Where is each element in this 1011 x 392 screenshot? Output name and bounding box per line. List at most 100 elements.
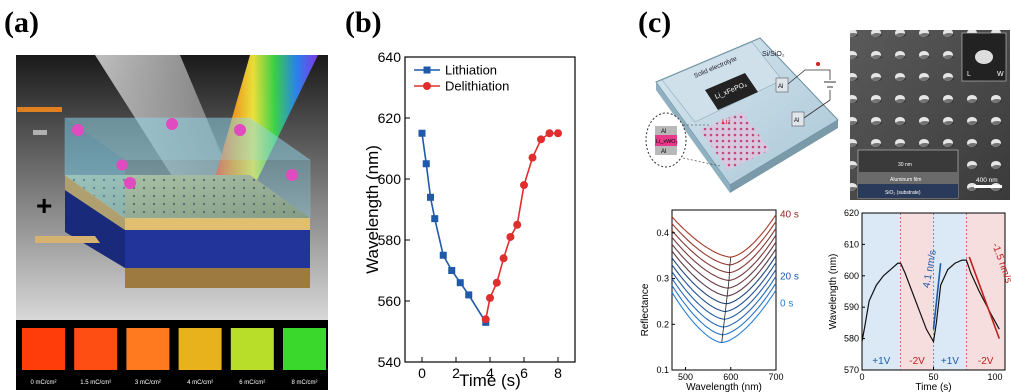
voltage-region	[862, 213, 901, 370]
swatch-strip-background	[16, 320, 328, 390]
data-point	[554, 129, 562, 138]
data-point	[492, 278, 501, 287]
y-tick-label: 600	[378, 171, 402, 187]
electrolyte-box	[64, 117, 311, 219]
data-point	[506, 232, 515, 241]
y-tick-label: 580	[844, 334, 859, 344]
y-tick-label: 640	[378, 49, 402, 65]
panel-c-device-schematic: Solid electrolyte Si/SiO₂ Li_xFePO₄ Li⁺ …	[645, 37, 839, 193]
panel-label-c: (c)	[638, 6, 672, 39]
spectrum-curve	[671, 214, 777, 258]
y-tick-label: 570	[844, 365, 859, 375]
sem-inset-particle	[975, 50, 993, 64]
legend-marker	[423, 66, 431, 74]
voltage-region	[933, 213, 967, 370]
bottom-wire	[35, 236, 100, 243]
voltage-label: +1V	[872, 356, 890, 367]
data-point	[520, 181, 528, 190]
y-axis-label: Wavelength (nm)	[363, 145, 382, 274]
plot-frame	[404, 56, 576, 363]
swatch-label: 8 mC/cm²	[292, 380, 318, 386]
data-point	[545, 129, 554, 138]
sem-cross-section-film	[858, 172, 958, 184]
stack-mid-layer	[655, 135, 677, 146]
color-swatch	[230, 328, 274, 370]
sem-inset-length-label: L	[967, 71, 971, 78]
device-top-edge	[125, 218, 310, 230]
x-tick-label: 0	[418, 365, 426, 381]
li-ion-label: Li⁺	[722, 119, 731, 126]
nanostructure-array-dots	[700, 112, 770, 170]
y-tick-label: 540	[378, 354, 402, 370]
sem-cross-section-substrate-label: SiO₂ (substrate)	[885, 190, 921, 196]
chart-c-wavelength-switching: +1V -2V +1V -2V4.1 nm/s -1.5 nm/s0 50 10057058…	[828, 208, 1011, 392]
data-point	[513, 220, 522, 229]
legend-label: Delithiation	[445, 79, 509, 94]
spectrum-curve	[671, 234, 777, 281]
y-tick-label: 600	[844, 271, 859, 281]
stack-bottom-layer	[655, 146, 677, 155]
swatch-label: 3 mC/cm²	[135, 380, 161, 386]
y-axis-label: Wavelength (nm)	[828, 254, 839, 330]
y-tick-label: 0.1	[656, 365, 669, 375]
rate-fit-line	[968, 256, 1001, 339]
substrate-label: Si/SiO₂	[762, 51, 785, 58]
panel-c-sem-image: L W 30 nm Aluminum film SiO₂ (substrate)…	[850, 30, 1010, 200]
panel-label-a: (a)	[4, 6, 39, 39]
chart-b-wavelength-vs-time: 0 2 4 6 8 540 560 580 600 620 640 Time (s) Wavelengt…	[363, 49, 576, 390]
series-line	[421, 133, 487, 323]
y-tick-label: 0.2	[656, 319, 669, 329]
data-point	[486, 293, 494, 302]
x-tick-label: 500	[678, 372, 693, 382]
spectrum-curve	[671, 255, 777, 305]
spectrum-curve	[671, 248, 777, 297]
x-tick-label: 100	[987, 372, 1002, 382]
panel-label-b: (b)	[345, 6, 382, 39]
chip-substrate-side	[730, 120, 838, 193]
x-tick-label: 2	[452, 365, 460, 381]
electrode-label-bottom: Al	[794, 118, 799, 124]
data-point	[422, 160, 430, 168]
y-tick-label: 610	[844, 239, 859, 249]
stack-top-label: Al	[661, 129, 666, 135]
y-tick-label: 620	[844, 208, 859, 218]
li-ion-particle	[286, 169, 298, 181]
circuit-wire-2	[803, 90, 831, 119]
data-point	[528, 153, 537, 162]
swatch-label: 6 mC/cm²	[239, 380, 265, 386]
legend-marker	[423, 82, 431, 90]
stack-mid-label: Li_xWO₃	[656, 139, 678, 145]
plus-sign: +	[36, 190, 52, 221]
x-tick-label: 0	[859, 372, 864, 382]
device-blue-layer-front	[65, 190, 125, 268]
device-blue-layer-side	[125, 230, 310, 268]
voltage-label: +1V	[941, 356, 959, 367]
swatch-label: 0 mC/cm²	[31, 380, 57, 386]
sem-scale-bar-label: 400 nm	[976, 177, 998, 184]
time-label: 20 s	[780, 271, 799, 282]
voltage-label: -2V	[978, 356, 994, 367]
color-swatch	[178, 328, 222, 370]
x-tick-label: 8	[554, 365, 562, 381]
color-swatch	[126, 328, 170, 370]
y-tick-label: 0.3	[656, 274, 669, 284]
li-ion-particle	[72, 124, 84, 136]
device-bottom-electrode-side	[125, 268, 310, 288]
swatch-label: 1.5 mC/cm²	[80, 380, 111, 386]
data-point	[418, 129, 426, 137]
data-point	[456, 279, 464, 287]
color-swatch	[74, 328, 118, 370]
data-point	[465, 291, 473, 299]
spectrum-curve	[671, 227, 777, 274]
y-tick-label: 580	[378, 232, 402, 248]
y-axis-label: Reflectance	[640, 283, 651, 336]
li-ion-particle	[124, 177, 136, 189]
minus-sign	[33, 130, 47, 135]
swatch-label: 4 mC/cm²	[187, 380, 213, 386]
rate-fit-line	[932, 263, 942, 330]
cathode-block	[705, 73, 758, 110]
x-tick-label: 50	[928, 372, 938, 382]
sem-inset-width-label: W	[997, 71, 1004, 78]
spectrum-curve	[671, 289, 777, 344]
spectrum-curve	[671, 221, 777, 266]
